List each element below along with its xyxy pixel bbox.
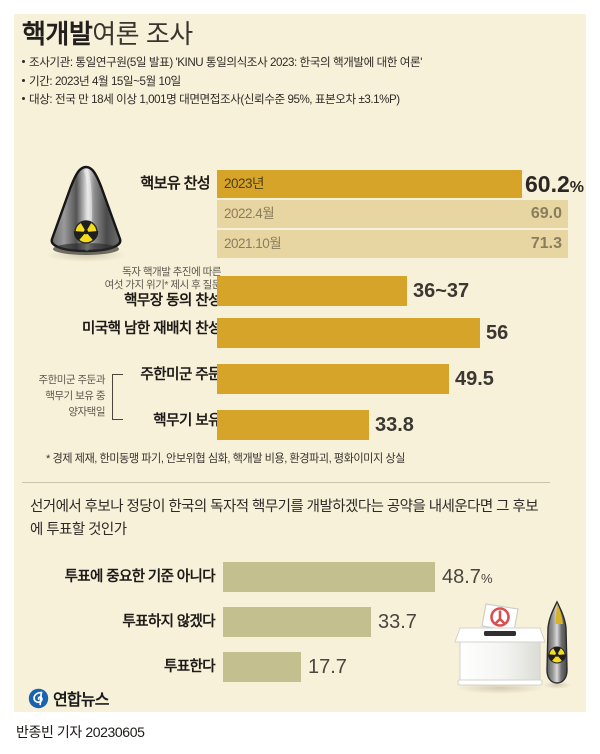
title-strong: 핵개발: [22, 19, 93, 49]
byline: 반종빈 기자 20230605: [16, 724, 145, 740]
bar-fill: [223, 562, 435, 592]
bar-row-2021: 2021.10월 71.3: [217, 230, 570, 258]
bar-value: 33.8: [375, 414, 414, 436]
section-divider: [22, 482, 550, 483]
bar-fill: [217, 364, 449, 394]
bracket-side-line: 주한미군 주둔과: [38, 374, 105, 386]
ballot-box-icon: [454, 603, 546, 694]
ballot-paper-icon: [481, 603, 519, 632]
bar-row-not-important: 투표에 중요한 기준 아니다 48.7%: [65, 562, 493, 592]
bar-value: 60.2%: [525, 171, 584, 197]
radiation-trefoil-icon: [548, 646, 566, 664]
bullet-icon: [22, 97, 25, 101]
bar-category-label: 2021.10월: [224, 236, 282, 251]
bar-label-nuclear-possession: 핵무기 보유: [153, 412, 221, 431]
bar-row-nuclear-armament: 36~37: [217, 276, 469, 306]
bar-mainlabel: 핵무장 동의 찬성: [124, 293, 221, 309]
bracket-side-line: 핵무기 보유 중: [45, 390, 105, 402]
ballot-slot-icon: [484, 631, 516, 636]
bar-value: 69.0: [530, 205, 562, 222]
yonhap-logo-text: 연합뉴스: [53, 692, 109, 709]
bar-label-usfk-presence: 주한미군 주둔: [140, 366, 221, 385]
bar-value: 33.7: [378, 611, 417, 633]
title-light: 여론 조사: [92, 19, 193, 49]
meta-text: 대상: 전국 만 18세 이상 1,001명 대면면접조사(신뢰수준 95%, …: [29, 93, 400, 106]
bar-fill: [217, 276, 407, 306]
bar-mainlabel: 주한미군 주둔: [140, 367, 221, 383]
bar-row-will-vote: 투표한다 17.7: [164, 652, 347, 682]
bar-category-label: 2023년: [224, 176, 264, 191]
bar-row-us-nuclear-redeploy: 56: [217, 318, 508, 348]
yonhap-logo[interactable]: 연합뉴스: [28, 686, 109, 710]
bar-value: 71.3: [530, 235, 562, 252]
bar-label: 투표에 중요한 기준 아니다: [64, 569, 216, 585]
bar-fill: [217, 410, 369, 440]
chart2-footnote: * 경제 제재, 한미동맹 파기, 안보위협 심화, 핵개발 비용, 환경파괴,…: [46, 453, 405, 465]
bracket-connector: [112, 374, 123, 420]
meta-line: 기간: 2023년 4월 15일~5월 10일: [22, 73, 568, 92]
bar-value: 36~37: [413, 280, 470, 302]
meta-text: 기간: 2023년 4월 15일~5월 10일: [29, 74, 181, 88]
bar-row-will-not-vote: 투표하지 않겠다 33.7: [122, 607, 417, 637]
bar-sublabel: 여섯 가지 위기* 제시 후 질문: [104, 279, 222, 291]
bar-label-nuclear-armament: 독자 핵개발 추진에 따른 여섯 가지 위기* 제시 후 질문 핵무장 동의 찬…: [104, 266, 222, 311]
bar-sublabel: 독자 핵개발 추진에 따른: [122, 266, 221, 278]
survey-meta: 조사기관: 통일연구원(5일 발표) 'KINU 통일의식조사 2023: 한국…: [22, 54, 568, 110]
bar-row-usfk-presence: 49.5: [217, 364, 494, 394]
nuclear-warhead-cone-icon: [46, 165, 126, 262]
bar-category-label: 2022.4월: [224, 206, 275, 221]
vote-stamp-icon: [490, 607, 510, 627]
bar-row-2023: 핵보유 찬성 2023년 60.2%: [140, 170, 584, 198]
bar-value: 49.5: [455, 368, 494, 390]
bullet-icon: [22, 60, 25, 64]
nuclear-missile-icon: [543, 600, 571, 689]
bracket-side-label: 주한미군 주둔과 핵무기 보유 중 양자택일: [15, 372, 105, 420]
meta-text: 조사기관: 통일연구원(5일 발표) 'KINU 통일의식조사 2023: 한국…: [29, 56, 422, 69]
yonhap-logo-icon: [28, 688, 49, 708]
chart3-question: 선거에서 후보나 정당이 한국의 독자적 핵무기를 개발하겠다는 공약을 내세운…: [30, 499, 539, 538]
bar-fill: [223, 652, 301, 682]
bar-fill: [217, 318, 480, 348]
bullet-icon: [22, 78, 25, 82]
meta-line: 대상: 전국 만 18세 이상 1,001명 대면면접조사(신뢰수준 95%, …: [22, 91, 568, 110]
bar-label: 투표한다: [164, 659, 216, 675]
bracket-side-line: 양자택일: [68, 406, 105, 418]
bar-row-2022: 2022.4월 69.0: [217, 200, 570, 228]
bar-fill: [223, 607, 371, 637]
bar-mainlabel: 미국핵 남한 재배치 찬성: [82, 321, 222, 337]
bar-fill: [217, 200, 568, 228]
bar-mainlabel: 핵무기 보유: [153, 413, 221, 429]
bar-label: 투표하지 않겠다: [122, 614, 215, 630]
content-panel: [14, 14, 586, 712]
bar-fill: [217, 170, 522, 198]
bar-value: 48.7%: [442, 566, 493, 588]
bar-label-us-nuclear-redeploy: 미국핵 남한 재배치 찬성: [82, 320, 222, 339]
bar-fill: [217, 230, 568, 258]
bar-row-nuclear-possession: 33.8: [217, 410, 414, 440]
bar-value: 56: [486, 322, 509, 344]
chart1-group-label: 핵보유 찬성: [140, 175, 210, 192]
meta-line: 조사기관: 통일연구원(5일 발표) 'KINU 통일의식조사 2023: 한국…: [22, 54, 568, 73]
bar-value: 17.7: [308, 656, 347, 678]
page-title: 핵개발여론 조사: [22, 14, 193, 51]
radiation-trefoil-icon: [73, 220, 99, 244]
